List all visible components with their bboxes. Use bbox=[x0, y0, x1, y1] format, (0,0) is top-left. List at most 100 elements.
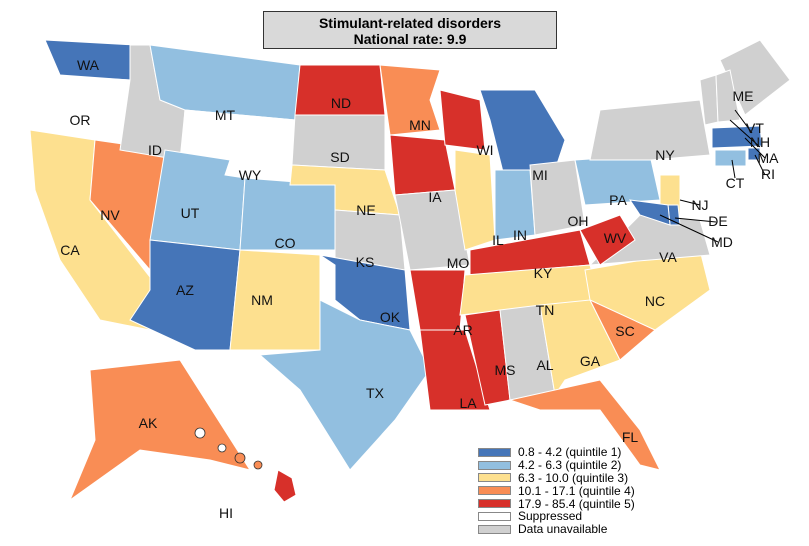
state-or bbox=[29, 74, 131, 141]
state-la bbox=[419, 329, 491, 411]
state-label-ut: UT bbox=[181, 205, 200, 221]
state-wi bbox=[439, 89, 486, 151]
state-label-ia: IA bbox=[428, 189, 442, 205]
state-me bbox=[719, 39, 791, 116]
leader-line bbox=[659, 214, 719, 243]
state-md bbox=[628, 199, 671, 226]
legend-label: Suppressed bbox=[518, 509, 583, 524]
state-il bbox=[454, 149, 496, 251]
state-label-mt: MT bbox=[215, 107, 236, 123]
legend-label: 6.3 - 10.0 (quintile 3) bbox=[518, 471, 629, 485]
leader-line bbox=[679, 199, 701, 206]
state-hi bbox=[273, 469, 297, 503]
state-label-ak: AK bbox=[139, 415, 158, 431]
legend-item-suppressed: Suppressed bbox=[478, 509, 635, 524]
legend-item-q5: 17.9 - 85.4 (quintile 5) bbox=[478, 496, 635, 511]
state-label-nj: NJ bbox=[691, 197, 708, 213]
title-line-1: Stimulant-related disorders bbox=[318, 15, 502, 31]
state-label-sc: SC bbox=[615, 323, 634, 339]
state-fl bbox=[508, 379, 661, 471]
leader-line bbox=[731, 159, 736, 179]
state-label-mo: MO bbox=[447, 255, 470, 271]
legend-swatch bbox=[478, 473, 511, 483]
state-label-hi: HI bbox=[219, 505, 233, 521]
hawaii-island bbox=[194, 427, 206, 439]
state-label-wi: WI bbox=[476, 142, 493, 158]
state-label-nh: NH bbox=[750, 134, 770, 150]
state-label-vt: VT bbox=[746, 120, 764, 136]
state-ga bbox=[539, 299, 621, 397]
state-label-tx: TX bbox=[366, 385, 385, 401]
legend-item-q3: 6.3 - 10.0 (quintile 3) bbox=[478, 471, 635, 485]
state-ny bbox=[589, 99, 711, 161]
legend-label: 0.8 - 4.2 (quintile 1) bbox=[518, 445, 622, 460]
state-ak bbox=[68, 359, 252, 502]
state-label-md: MD bbox=[711, 234, 733, 250]
leader-line bbox=[729, 119, 761, 148]
legend-swatch bbox=[478, 511, 511, 521]
legend-item-q4: 10.1 - 17.1 (quintile 4) bbox=[478, 483, 635, 498]
state-label-de: DE bbox=[708, 213, 727, 229]
state-label-ct: CT bbox=[726, 175, 745, 191]
legend-item-q1: 0.8 - 4.2 (quintile 1) bbox=[478, 445, 635, 460]
state-label-nm: NM bbox=[251, 292, 273, 308]
hawaii-island bbox=[234, 452, 246, 464]
state-label-in: IN bbox=[513, 227, 527, 243]
state-label-ny: NY bbox=[655, 147, 675, 163]
leader-line bbox=[744, 137, 766, 159]
state-label-mi: MI bbox=[532, 167, 548, 183]
hawaii-island bbox=[217, 443, 227, 453]
state-label-al: AL bbox=[536, 357, 553, 373]
leader-line bbox=[734, 109, 753, 134]
state-label-oh: OH bbox=[568, 213, 589, 229]
state-label-wa: WA bbox=[77, 57, 100, 73]
legend: 0.8 - 4.2 (quintile 1) 4.2 - 6.3 (quintil… bbox=[478, 445, 635, 537]
state-label-tn: TN bbox=[536, 302, 555, 318]
legend-swatch bbox=[478, 524, 511, 534]
state-label-me: ME bbox=[733, 88, 754, 104]
legend-item-unavailable: Data unavailable bbox=[478, 522, 635, 537]
state-mn bbox=[379, 64, 441, 136]
state-nm bbox=[229, 249, 321, 351]
state-label-wv: WV bbox=[604, 230, 627, 246]
state-label-az: AZ bbox=[176, 282, 194, 298]
state-label-ky: KY bbox=[534, 265, 553, 281]
state-label-ar: AR bbox=[453, 322, 472, 338]
state-label-ga: GA bbox=[580, 353, 601, 369]
state-ct bbox=[714, 149, 747, 167]
state-label-nv: NV bbox=[100, 207, 120, 223]
leader-line bbox=[674, 217, 717, 223]
state-label-ok: OK bbox=[380, 309, 401, 325]
legend-swatch bbox=[478, 460, 511, 470]
legend-label: 17.9 - 85.4 (quintile 5) bbox=[518, 496, 635, 511]
legend-label: 10.1 - 17.1 (quintile 4) bbox=[518, 483, 635, 498]
state-label-ne: NE bbox=[356, 202, 375, 218]
state-label-pa: PA bbox=[609, 192, 627, 208]
state-label-sd: SD bbox=[330, 149, 349, 165]
state-label-ms: MS bbox=[495, 362, 516, 378]
state-label-nd: ND bbox=[331, 95, 351, 111]
legend-label: Data unavailable bbox=[518, 522, 608, 537]
state-ri bbox=[747, 147, 761, 161]
state-oh bbox=[529, 159, 586, 236]
state-label-ri: RI bbox=[761, 166, 775, 182]
state-nh bbox=[715, 69, 741, 123]
state-label-wy: WY bbox=[239, 167, 262, 183]
state-label-co: CO bbox=[275, 235, 296, 251]
legend-swatch bbox=[478, 447, 511, 457]
legend-swatch bbox=[478, 486, 511, 496]
state-label-fl: FL bbox=[622, 429, 639, 445]
state-label-nc: NC bbox=[645, 293, 665, 309]
state-tx bbox=[258, 299, 431, 471]
leader-line bbox=[754, 154, 766, 176]
state-label-ca: CA bbox=[60, 242, 80, 258]
state-label-ma: MA bbox=[758, 150, 780, 166]
title-line-2: National rate: 9.9 bbox=[353, 31, 467, 47]
map-title: Stimulant-related disorders National rat… bbox=[263, 11, 557, 49]
state-label-va: VA bbox=[659, 249, 677, 265]
legend-item-q2: 4.2 - 6.3 (quintile 2) bbox=[478, 458, 635, 472]
state-wv bbox=[579, 214, 636, 266]
state-label-mn: MN bbox=[409, 117, 431, 133]
hawaii-island bbox=[253, 460, 263, 470]
